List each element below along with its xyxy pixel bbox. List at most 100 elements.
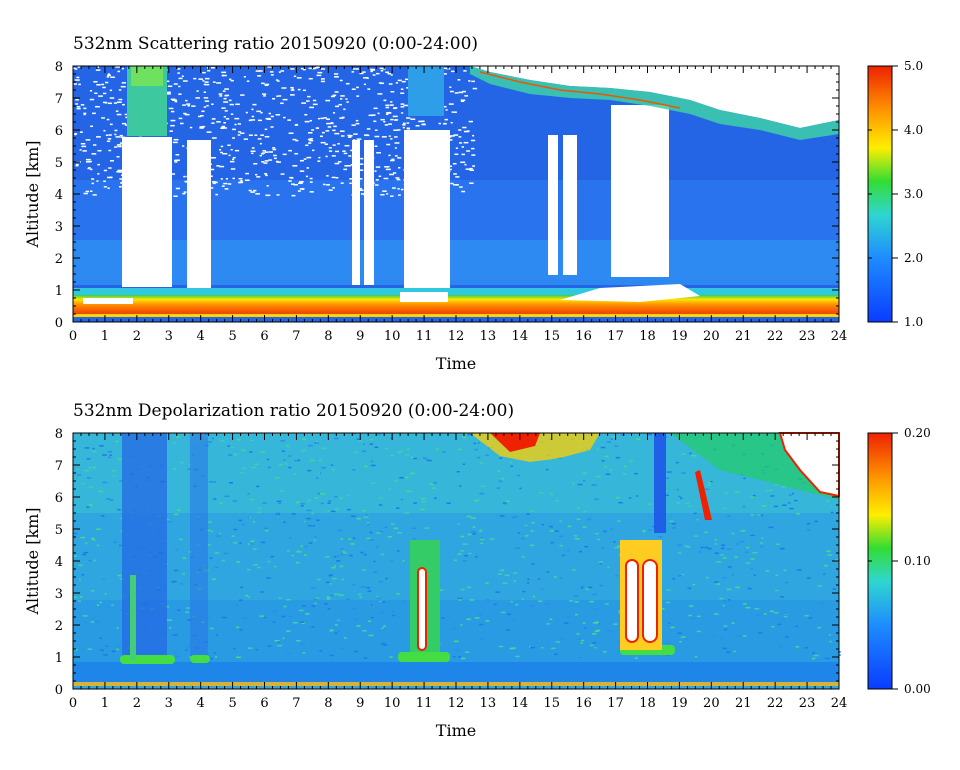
noise-speckle [404, 512, 410, 514]
noise-speckle [227, 183, 232, 185]
noise-speckle [405, 454, 409, 456]
noise-speckle [622, 473, 627, 475]
noise-speckle [611, 435, 615, 438]
x-tick-label: 24 [831, 329, 848, 344]
noise-speckle [302, 605, 306, 607]
noise-speckle [187, 619, 192, 621]
colorbar-tick-label: 1.0 [904, 315, 923, 329]
noise-speckle [675, 461, 679, 464]
depolarization-title: 532nm Depolarization ratio 20150920 (0:0… [73, 401, 514, 421]
noise-speckle [241, 467, 247, 470]
scattering-layer-top-contour [479, 71, 681, 109]
y-tick-label: 7 [55, 92, 63, 107]
noise-speckle [117, 169, 123, 172]
noise-speckle [296, 550, 300, 553]
noise-speckle [607, 566, 610, 568]
noise-speckle [691, 454, 697, 457]
noise-speckle [704, 531, 708, 534]
noise-speckle [395, 82, 399, 84]
noise-speckle [122, 103, 125, 106]
noise-speckle [647, 433, 652, 436]
noise-speckle [118, 98, 123, 101]
noise-speckle [602, 530, 607, 533]
noise-speckle [453, 111, 457, 113]
noise-speckle [402, 126, 405, 129]
noise-speckle [120, 530, 123, 533]
noise-speckle [726, 588, 732, 591]
noise-speckle [365, 537, 371, 540]
y-tick-label: 2 [55, 619, 63, 634]
noise-speckle [334, 91, 339, 93]
noise-speckle [272, 97, 276, 100]
noise-speckle [288, 132, 294, 134]
noise-speckle [420, 508, 425, 511]
colorbar-tick-label: 0.20 [904, 426, 931, 440]
noise-speckle [401, 80, 406, 83]
noise-speckle [312, 149, 315, 152]
noise-speckle [280, 440, 286, 442]
x-tick-label: 20 [703, 696, 720, 711]
noise-speckle [461, 146, 465, 148]
noise-speckle [306, 517, 312, 520]
noise-speckle [665, 485, 668, 487]
noise-speckle [317, 472, 321, 474]
noise-speckle [75, 163, 79, 166]
noise-speckle [335, 105, 339, 108]
noise-speckle [564, 622, 569, 624]
noise-speckle [317, 578, 321, 581]
noise-speckle [601, 547, 605, 549]
noise-speckle [251, 466, 257, 469]
noise-speckle [363, 657, 368, 659]
noise-speckle [296, 77, 302, 79]
noise-speckle [329, 583, 332, 585]
noise-speckle [365, 513, 368, 516]
noise-speckle [454, 649, 460, 651]
scattering-clear-sky-top [470, 66, 839, 128]
noise-speckle [193, 77, 197, 80]
noise-speckle [325, 130, 330, 132]
noise-speckle [106, 140, 111, 143]
noise-speckle [330, 464, 334, 466]
noise-speckle [349, 178, 353, 180]
noise-speckle [348, 538, 352, 540]
noise-speckle [309, 119, 312, 122]
noise-speckle [185, 649, 188, 651]
noise-speckle [102, 86, 106, 89]
noise-speckle [219, 95, 223, 97]
noise-speckle [478, 613, 483, 616]
noise-speckle [86, 506, 90, 508]
noise-speckle [276, 641, 281, 643]
noise-speckle [356, 95, 360, 97]
noise-speckle [118, 89, 122, 91]
noise-speckle [361, 450, 367, 453]
noise-speckle [595, 475, 601, 478]
noise-speckle [479, 529, 483, 531]
noise-speckle [223, 97, 227, 100]
noise-speckle [693, 512, 697, 515]
cloud-top-3 [408, 66, 444, 116]
noise-speckle [311, 626, 315, 628]
noise-speckle [376, 597, 381, 600]
noise-speckle [453, 134, 459, 136]
noise-speckle [501, 569, 505, 571]
noise-speckle [737, 635, 742, 637]
noise-speckle [390, 195, 394, 197]
noise-speckle [669, 520, 674, 522]
noise-speckle [554, 530, 559, 532]
noise-speckle [80, 536, 86, 539]
noise-speckle [462, 463, 465, 465]
noise-speckle [493, 603, 497, 606]
noise-speckle [406, 87, 409, 89]
noise-speckle [220, 145, 224, 148]
noise-speckle [272, 148, 277, 151]
noise-speckle [230, 168, 236, 170]
noise-speckle [664, 477, 670, 479]
noise-speckle [379, 497, 383, 499]
noise-speckle [354, 650, 358, 653]
noise-speckle [289, 176, 293, 179]
noise-speckle [634, 472, 639, 475]
y-tick-label: 2 [55, 252, 63, 267]
noise-speckle [286, 630, 291, 632]
noise-speckle [244, 179, 250, 181]
depol-axis-ticks [72, 432, 840, 690]
